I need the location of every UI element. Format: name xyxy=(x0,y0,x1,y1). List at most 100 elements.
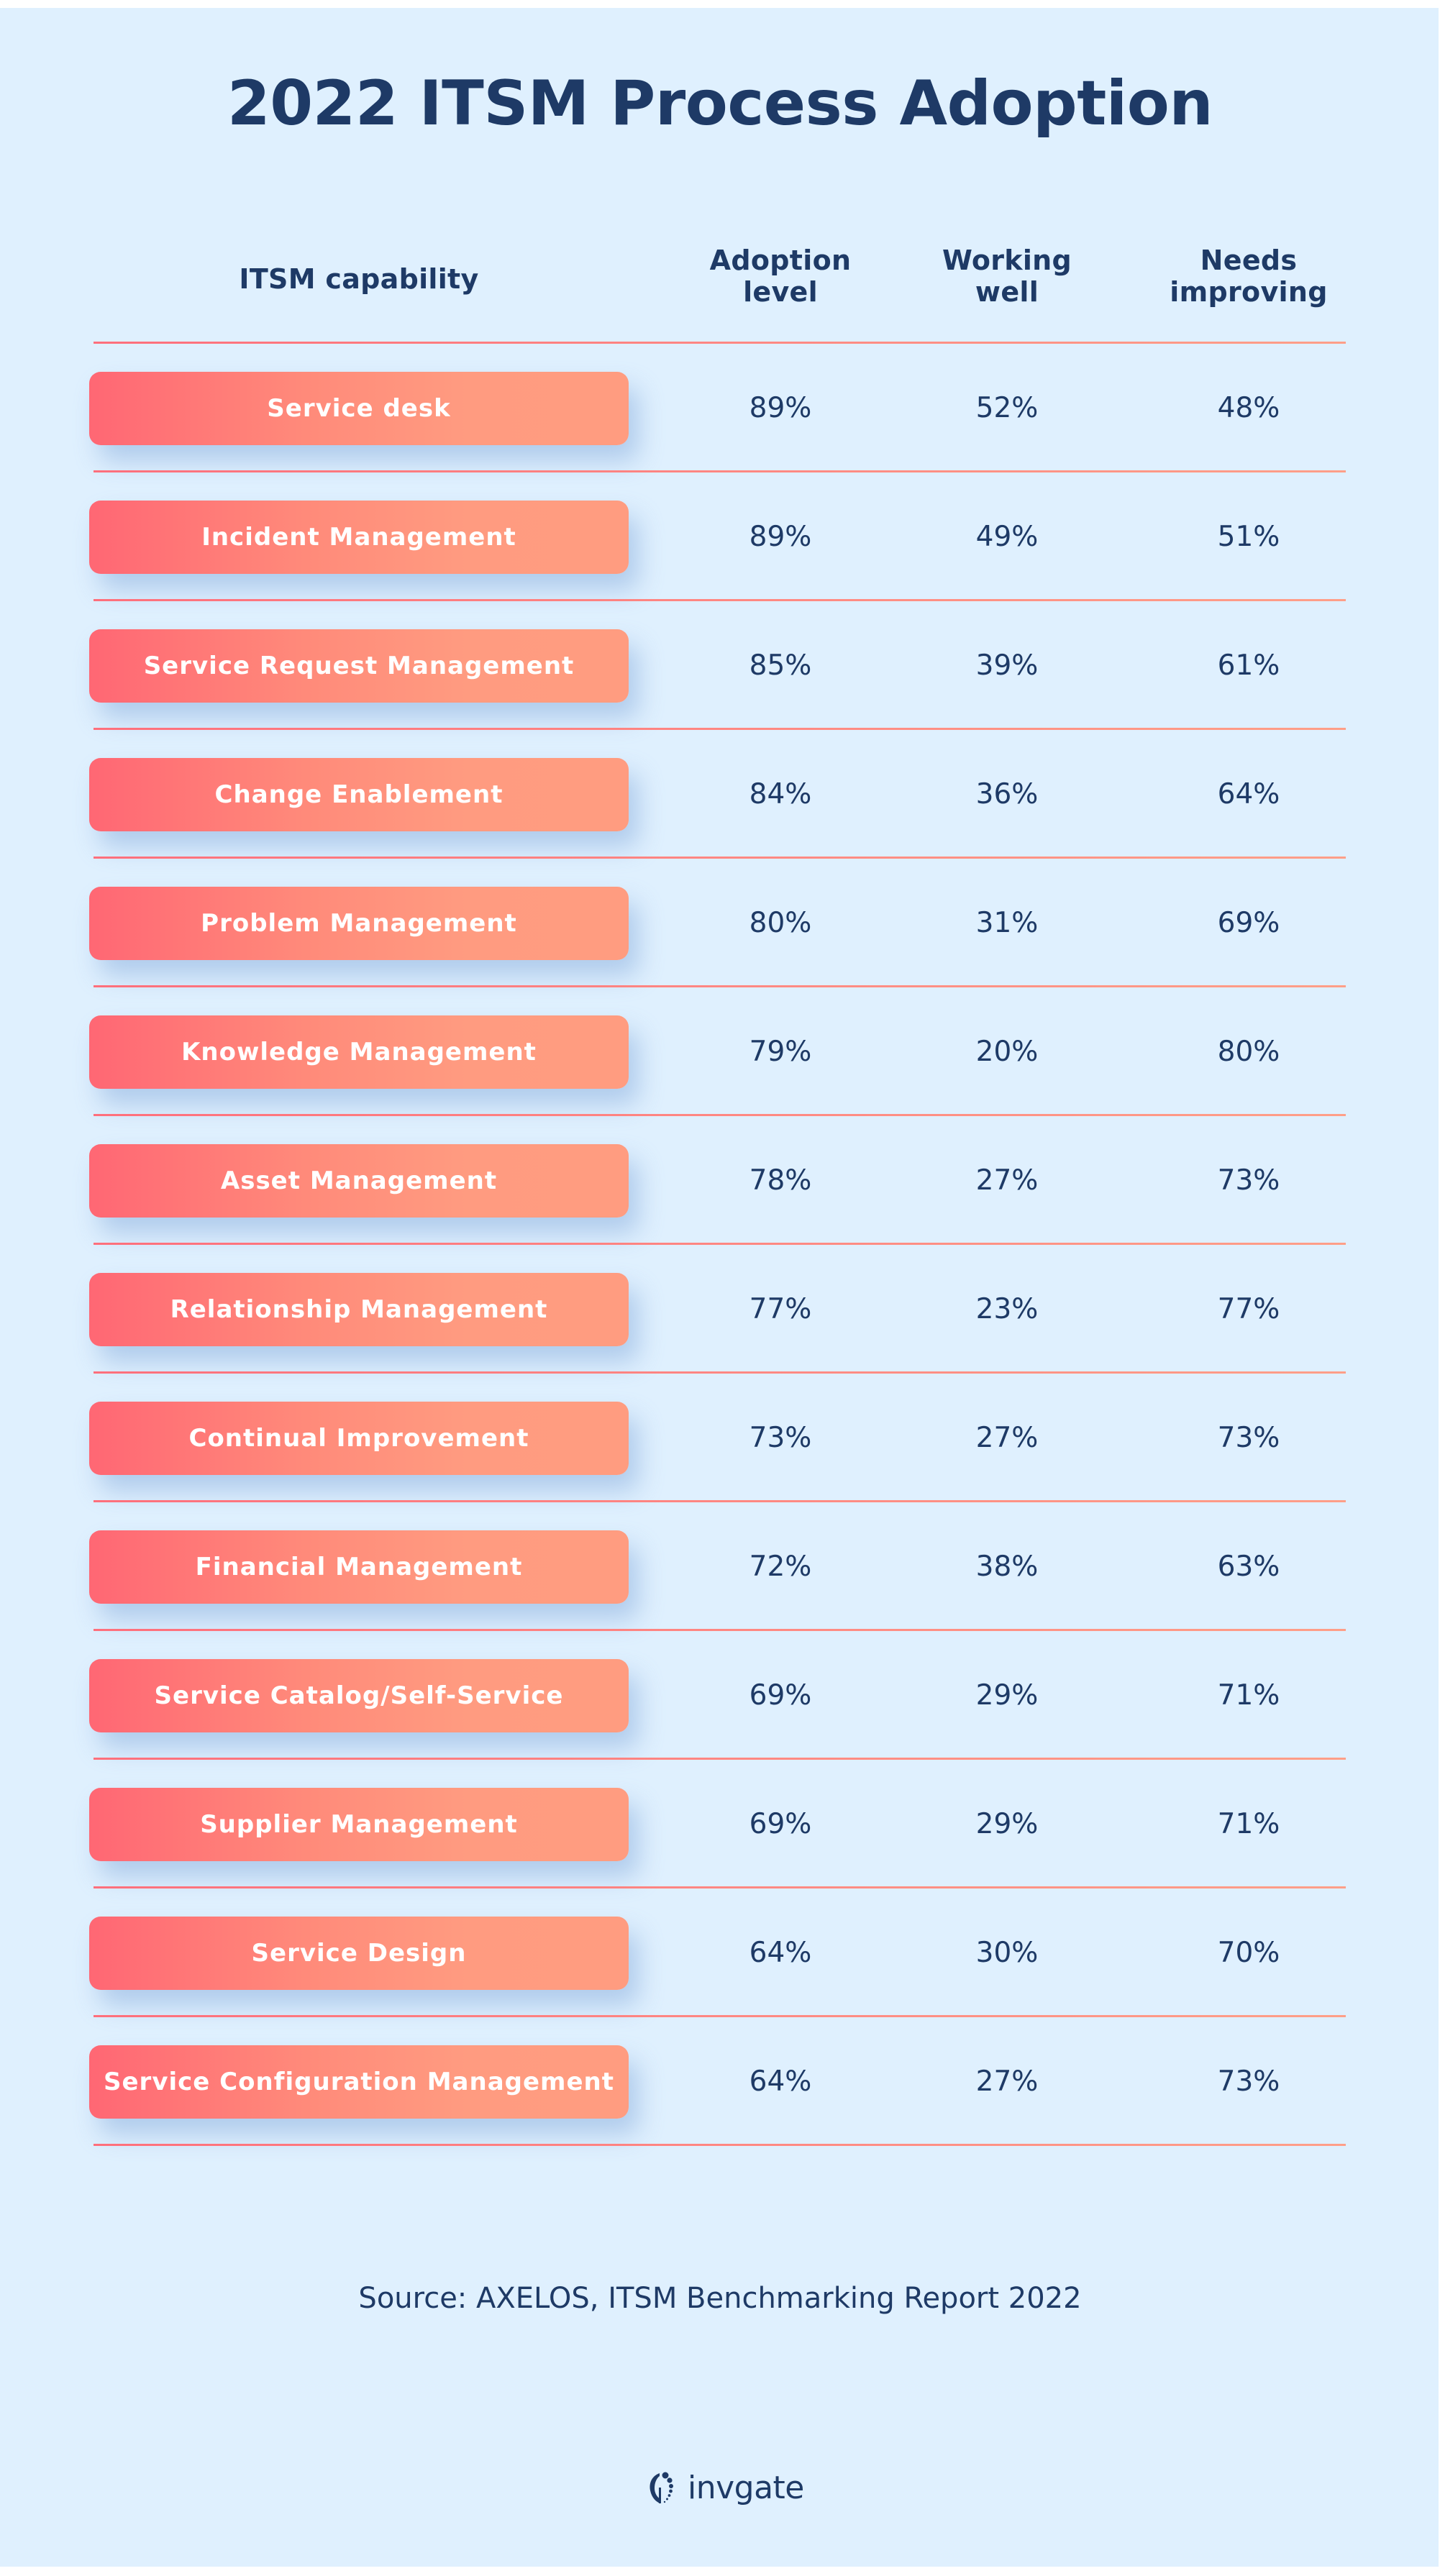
row-divider xyxy=(94,1886,1346,1888)
working-well-value: 27% xyxy=(975,2065,1039,2098)
invgate-logo: invgate xyxy=(647,2468,804,2508)
adoption-level-value: 85% xyxy=(749,649,812,682)
table-row: Service Request Management 85% 39% 61% xyxy=(0,601,1439,730)
table-row: Asset Management 78% 27% 73% xyxy=(0,1116,1439,1245)
capability-pill: Problem Management xyxy=(89,887,629,960)
adoption-level-value: 80% xyxy=(749,907,812,939)
adoption-level-value: 73% xyxy=(749,1422,812,1454)
needs-improving-value: 80% xyxy=(1217,1036,1280,1068)
capability-pill: Financial Management xyxy=(89,1530,629,1604)
table-row: Service desk 89% 52% 48% xyxy=(0,344,1439,472)
header-needs-improving: Needs improving xyxy=(1155,245,1342,308)
capability-pill: Change Enablement xyxy=(89,758,629,831)
header-working-line1: Working xyxy=(942,245,1072,276)
table-row: Problem Management 80% 31% 69% xyxy=(0,859,1439,987)
header-needs-line2: improving xyxy=(1170,276,1328,308)
table-row: Knowledge Management 79% 20% 80% xyxy=(0,987,1439,1116)
working-well-value: 38% xyxy=(975,1550,1039,1583)
table-row: Service Configuration Management 64% 27% 73… xyxy=(0,2017,1439,2146)
needs-improving-value: 64% xyxy=(1217,778,1280,810)
working-well-value: 23% xyxy=(975,1293,1039,1325)
adoption-level-value: 72% xyxy=(749,1550,812,1583)
needs-improving-value: 70% xyxy=(1217,1937,1280,1969)
row-divider xyxy=(94,1114,1346,1116)
table-row: Incident Management 89% 49% 51% xyxy=(0,472,1439,601)
row-divider xyxy=(94,857,1346,859)
capability-pill: Service Design xyxy=(89,1917,629,1990)
row-divider xyxy=(94,2144,1346,2146)
working-well-value: 27% xyxy=(975,1422,1039,1454)
row-divider xyxy=(94,1371,1346,1374)
working-well-value: 30% xyxy=(975,1937,1039,1969)
needs-improving-value: 71% xyxy=(1217,1679,1280,1712)
working-well-value: 36% xyxy=(975,778,1039,810)
adoption-level-value: 64% xyxy=(749,1937,812,1969)
header-working-well: Working well xyxy=(935,245,1079,308)
page-title: 2022 ITSM Process Adoption xyxy=(227,68,1213,140)
needs-improving-value: 61% xyxy=(1217,649,1280,682)
working-well-value: 39% xyxy=(975,649,1039,682)
header-working-line2: well xyxy=(975,276,1039,308)
capability-pill: Continual Improvement xyxy=(89,1402,629,1475)
adoption-level-value: 84% xyxy=(749,778,812,810)
capability-pill: Asset Management xyxy=(89,1144,629,1218)
needs-improving-value: 73% xyxy=(1217,1422,1280,1454)
source-citation: Source: AXELOS, ITSM Benchmarking Report… xyxy=(358,2282,1082,2315)
adoption-level-value: 69% xyxy=(749,1808,812,1840)
needs-improving-value: 73% xyxy=(1217,2065,1280,2098)
adoption-level-value: 79% xyxy=(749,1036,812,1068)
needs-improving-value: 63% xyxy=(1217,1550,1280,1583)
adoption-level-value: 78% xyxy=(749,1164,812,1197)
capability-pill: Supplier Management xyxy=(89,1788,629,1861)
header-needs-line1: Needs xyxy=(1200,245,1298,276)
adoption-level-value: 89% xyxy=(749,392,812,424)
adoption-level-value: 89% xyxy=(749,521,812,553)
table-row: Relationship Management 77% 23% 77% xyxy=(0,1245,1439,1374)
working-well-value: 31% xyxy=(975,907,1039,939)
adoption-level-value: 69% xyxy=(749,1679,812,1712)
capability-pill: Service desk xyxy=(89,372,629,445)
table-row: Financial Management 72% 38% 63% xyxy=(0,1502,1439,1631)
header-adoption-line2: level xyxy=(743,276,818,308)
logo-text: invgate xyxy=(688,2470,804,2506)
table-row: Service Catalog/Self-Service 69% 29% 71% xyxy=(0,1631,1439,1760)
working-well-value: 27% xyxy=(975,1164,1039,1197)
row-divider xyxy=(94,599,1346,601)
capability-pill: Relationship Management xyxy=(89,1273,629,1346)
capability-pill: Service Catalog/Self-Service xyxy=(89,1659,629,1732)
row-divider xyxy=(94,985,1346,987)
working-well-value: 29% xyxy=(975,1679,1039,1712)
working-well-value: 52% xyxy=(975,392,1039,424)
table-row: Service Design 64% 30% 70% xyxy=(0,1888,1439,2017)
capability-pill: Knowledge Management xyxy=(89,1015,629,1089)
working-well-value: 49% xyxy=(975,521,1039,553)
capability-pill: Service Request Management xyxy=(89,629,629,703)
row-divider xyxy=(94,2015,1346,2017)
adoption-level-value: 77% xyxy=(749,1293,812,1325)
row-divider xyxy=(94,470,1346,472)
table-row: Supplier Management 69% 29% 71% xyxy=(0,1760,1439,1888)
adoption-level-value: 64% xyxy=(749,2065,812,2098)
row-divider xyxy=(94,1500,1346,1502)
row-divider xyxy=(94,1243,1346,1245)
working-well-value: 29% xyxy=(975,1808,1039,1840)
header-adoption-line1: Adoption xyxy=(709,245,852,276)
needs-improving-value: 69% xyxy=(1217,907,1280,939)
capability-pill: Incident Management xyxy=(89,501,629,574)
row-divider xyxy=(94,1758,1346,1760)
needs-improving-value: 71% xyxy=(1217,1808,1280,1840)
row-divider xyxy=(94,728,1346,730)
header-divider xyxy=(94,342,1346,344)
capability-pill: Service Configuration Management xyxy=(89,2045,629,2119)
needs-improving-value: 51% xyxy=(1217,521,1280,553)
row-divider xyxy=(94,1629,1346,1631)
table-row: Change Enablement 84% 36% 64% xyxy=(0,730,1439,859)
needs-improving-value: 48% xyxy=(1217,392,1280,424)
needs-improving-value: 77% xyxy=(1217,1293,1280,1325)
header-adoption-level: Adoption level xyxy=(708,245,852,308)
invgate-logo-icon xyxy=(650,2472,673,2503)
needs-improving-value: 73% xyxy=(1217,1164,1280,1197)
header-itsm-capability: ITSM capability xyxy=(239,263,479,295)
table-row: Continual Improvement 73% 27% 73% xyxy=(0,1374,1439,1502)
working-well-value: 20% xyxy=(975,1036,1039,1068)
